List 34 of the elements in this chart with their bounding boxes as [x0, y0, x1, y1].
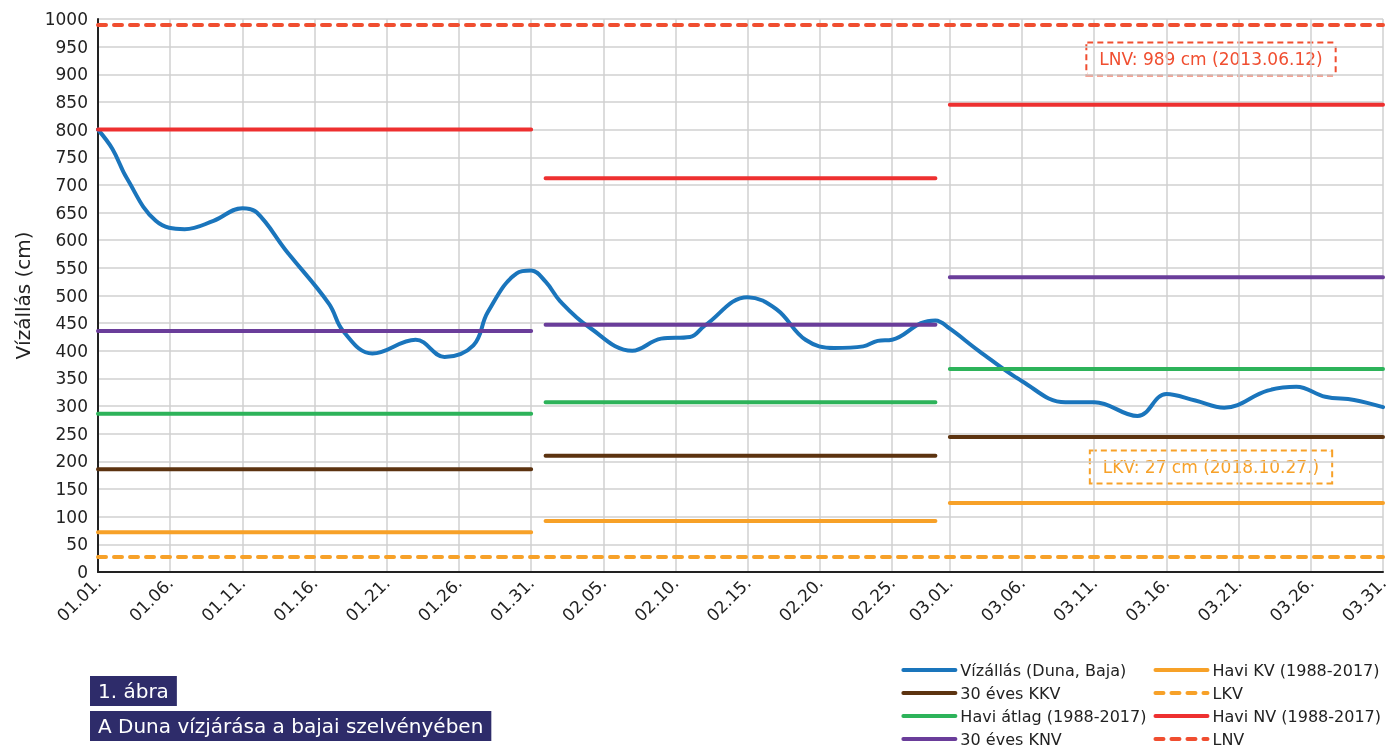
y-tick-label: 800: [55, 119, 88, 140]
y-axis-title: Vízállás (cm): [11, 231, 35, 360]
y-tick-label: 500: [55, 285, 88, 306]
y-tick-label: 600: [55, 230, 88, 251]
legend-label: 30 éves KNV: [960, 729, 1062, 749]
y-tick-label: 1000: [44, 9, 88, 29]
y-tick-label: 900: [55, 64, 88, 85]
legend-label: Vízállás (Duna, Baja): [960, 660, 1127, 680]
y-tick-label: 750: [55, 147, 88, 168]
y-tick-label: 350: [55, 368, 88, 389]
y-tick-label: 0: [77, 562, 88, 582]
y-tick-label: 250: [55, 423, 88, 444]
y-tick-label: 300: [55, 396, 88, 417]
y-tick-label: 850: [55, 91, 88, 112]
text: A Duna vízjárása a bajai szelvényében: [98, 714, 484, 738]
y-tick-label: 450: [55, 313, 88, 334]
legend-label: Havi NV (1988-2017): [1212, 706, 1381, 726]
y-tick-label: 50: [66, 534, 88, 555]
legend-label: Havi KV (1988-2017): [1212, 660, 1380, 680]
y-tick-label: 700: [55, 174, 88, 195]
y-tick-label: 200: [55, 451, 88, 472]
legend-label: Havi átlag (1988-2017): [960, 706, 1147, 726]
y-tick-label: 550: [55, 257, 88, 278]
y-tick-label: 150: [55, 479, 88, 500]
y-tick-label: 400: [55, 340, 88, 361]
y-tick-label: 950: [55, 36, 88, 57]
legend-label: LKV: [1212, 683, 1243, 703]
legend-label: LNV: [1212, 729, 1245, 749]
annotation: LKV: 27 cm (2018.10.27.): [1102, 457, 1320, 478]
y-tick-label: 100: [55, 506, 88, 527]
y-tick-label: 650: [55, 202, 88, 223]
text: 1. ábra: [98, 679, 169, 703]
annotation: LNV: 989 cm (2013.06.12): [1099, 49, 1323, 70]
legend-label: 30 éves KKV: [960, 683, 1061, 703]
